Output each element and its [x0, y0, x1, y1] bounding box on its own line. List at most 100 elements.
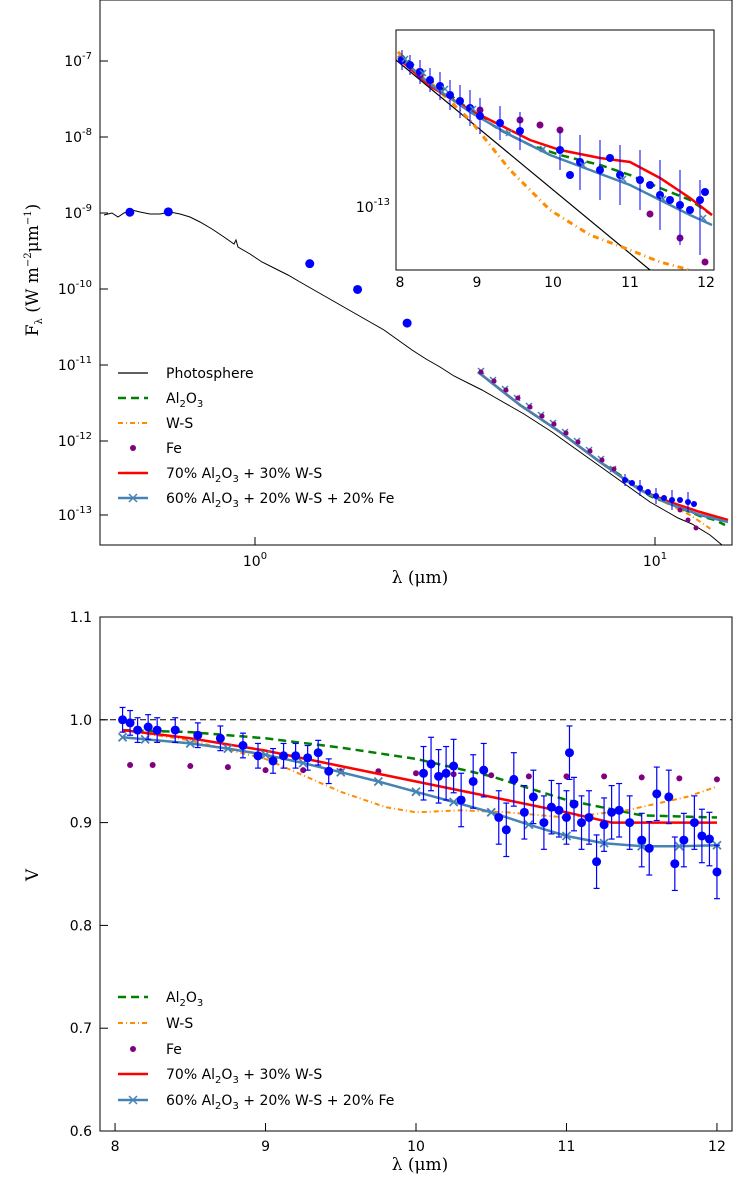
- obs-point: [528, 792, 538, 802]
- obs-point: [509, 774, 519, 784]
- mix60-marker: [260, 750, 271, 760]
- legend-photosphere-label: Photosphere: [166, 366, 254, 382]
- bottom-xtick-label: 8: [111, 1139, 120, 1155]
- obs-point: [170, 725, 180, 735]
- legend-fe-label: Fe: [166, 441, 182, 457]
- obs-point: [303, 753, 313, 763]
- inset-xtick-10: 10: [544, 275, 562, 291]
- legend-ws-label: W-S: [166, 416, 193, 432]
- obs-point: [614, 805, 624, 815]
- obs-point: [592, 857, 602, 867]
- bottom-y-ticks: 0.6 0.7 0.8 0.9 1.0 1.1: [70, 610, 108, 1140]
- fe-point: [525, 773, 532, 780]
- legend-mix60-label: 60% Al2O3 + 20% W-S + 20% Fe: [166, 491, 394, 510]
- mix60-marker: [117, 732, 128, 742]
- inset-panel: 8 9 10 11 12 10-13: [356, 29, 715, 291]
- top-xtick-1e0: 100: [243, 551, 267, 570]
- bottom-xtick-label: 11: [558, 1139, 576, 1155]
- fe-point: [488, 772, 495, 779]
- legend-fe-swatch: [130, 445, 136, 451]
- bottom-panel: 0.6 0.7 0.8 0.9 1.0 1.1 8 9 10 11 12 λ (μm) V Al2…: [23, 610, 733, 1175]
- bottom-legend: Al2O3 W-S Fe 70% Al2O3 + 30% W-S 60% Al2…: [118, 990, 394, 1112]
- obs-point: [215, 733, 225, 743]
- photometry-points: [125, 207, 412, 328]
- mix60-line-top: [477, 371, 729, 524]
- fe-point: [224, 764, 231, 771]
- mix60-marker: [524, 820, 534, 830]
- inset-xtick-8: 8: [396, 275, 405, 291]
- mix60-marker: [373, 776, 384, 787]
- fe-points-top: [478, 369, 699, 531]
- obs-point: [670, 859, 680, 869]
- obs-point: [539, 818, 549, 828]
- obs-point: [143, 722, 153, 732]
- obs-point: [697, 831, 707, 841]
- mix60-marker: [185, 738, 195, 749]
- fe-point: [413, 770, 419, 777]
- bottom-plot-frame: [99, 616, 733, 1132]
- mix60-marker: [448, 797, 459, 807]
- bottom-ytick-label: 1.0: [70, 713, 92, 729]
- mix60-marker: [486, 807, 496, 817]
- bottom-series-line: [122, 729, 718, 819]
- obs-point: [253, 751, 263, 761]
- obs-point: [501, 825, 511, 835]
- obs-point: [324, 766, 334, 776]
- obs-point: [664, 792, 674, 802]
- mix60-marker: [223, 743, 233, 754]
- photometry-point: [402, 318, 412, 328]
- obs-point: [494, 812, 504, 822]
- fe-point: [638, 774, 645, 781]
- bottom-ytick-label: 0.8: [70, 918, 92, 934]
- inset-xtick-9: 9: [473, 275, 482, 291]
- obs-point: [577, 818, 587, 828]
- mix60-marker: [411, 787, 421, 797]
- legend2-fe-swatch: [130, 1046, 136, 1052]
- obs-point: [679, 835, 689, 845]
- legend2-mix60-label: 60% Al2O3 + 20% W-S + 20% Fe: [166, 1093, 394, 1112]
- obs-point: [652, 789, 662, 799]
- obs-point: [554, 805, 564, 815]
- bottom-ytick-label: 0.7: [70, 1021, 92, 1037]
- photosphere-line: [103, 209, 723, 546]
- obs-point: [193, 730, 203, 740]
- obs-point: [441, 768, 451, 778]
- obs-point: [712, 867, 722, 877]
- inset-mix60-markers: [401, 55, 707, 222]
- legend2-mix60-marker: [128, 1095, 138, 1105]
- obs-point: [625, 818, 635, 828]
- bottom-xtick-label: 12: [708, 1139, 726, 1155]
- fe-point: [262, 767, 269, 774]
- bottom-xtick-label: 10: [407, 1139, 425, 1155]
- legend-mix60-marker: [128, 493, 138, 503]
- bottom-ytick-label: 0.6: [70, 1124, 92, 1140]
- bottom-xtick-label: 9: [261, 1139, 270, 1155]
- mix60-marker: [336, 767, 346, 777]
- obs-point: [599, 820, 609, 830]
- top-ytick-1e-12: 10-12: [58, 431, 92, 450]
- bottom-ytick-label: 0.9: [70, 816, 92, 832]
- obs-point: [426, 759, 436, 769]
- inset-frame: [395, 29, 715, 271]
- obs-point: [449, 761, 459, 771]
- photometry-point: [163, 207, 173, 217]
- photometry-point: [305, 259, 315, 269]
- fe-point: [563, 773, 570, 780]
- obs-point: [434, 771, 444, 781]
- obs-point: [238, 741, 248, 750]
- obs-point: [291, 751, 301, 761]
- obs-point: [644, 843, 654, 853]
- obs-point: [479, 765, 489, 775]
- top-xtick-marks: [254, 537, 656, 545]
- photometry-point: [353, 284, 363, 294]
- bottom-x-axis-label: λ (μm): [392, 1155, 449, 1175]
- top-panel: 10-7 10-8 10-9 10-10 10-11 10-12 10-13 1…: [23, 0, 733, 588]
- legend-mix70-label: 70% Al2O3 + 30% W-S: [166, 466, 322, 485]
- fe-point: [149, 762, 156, 769]
- obs-point: [607, 807, 617, 817]
- top-ytick-marks: [100, 60, 108, 516]
- bottom-y-axis-label: V: [23, 868, 43, 882]
- obs-point: [313, 748, 323, 758]
- top-ytick-1e-7: 10-7: [64, 51, 92, 70]
